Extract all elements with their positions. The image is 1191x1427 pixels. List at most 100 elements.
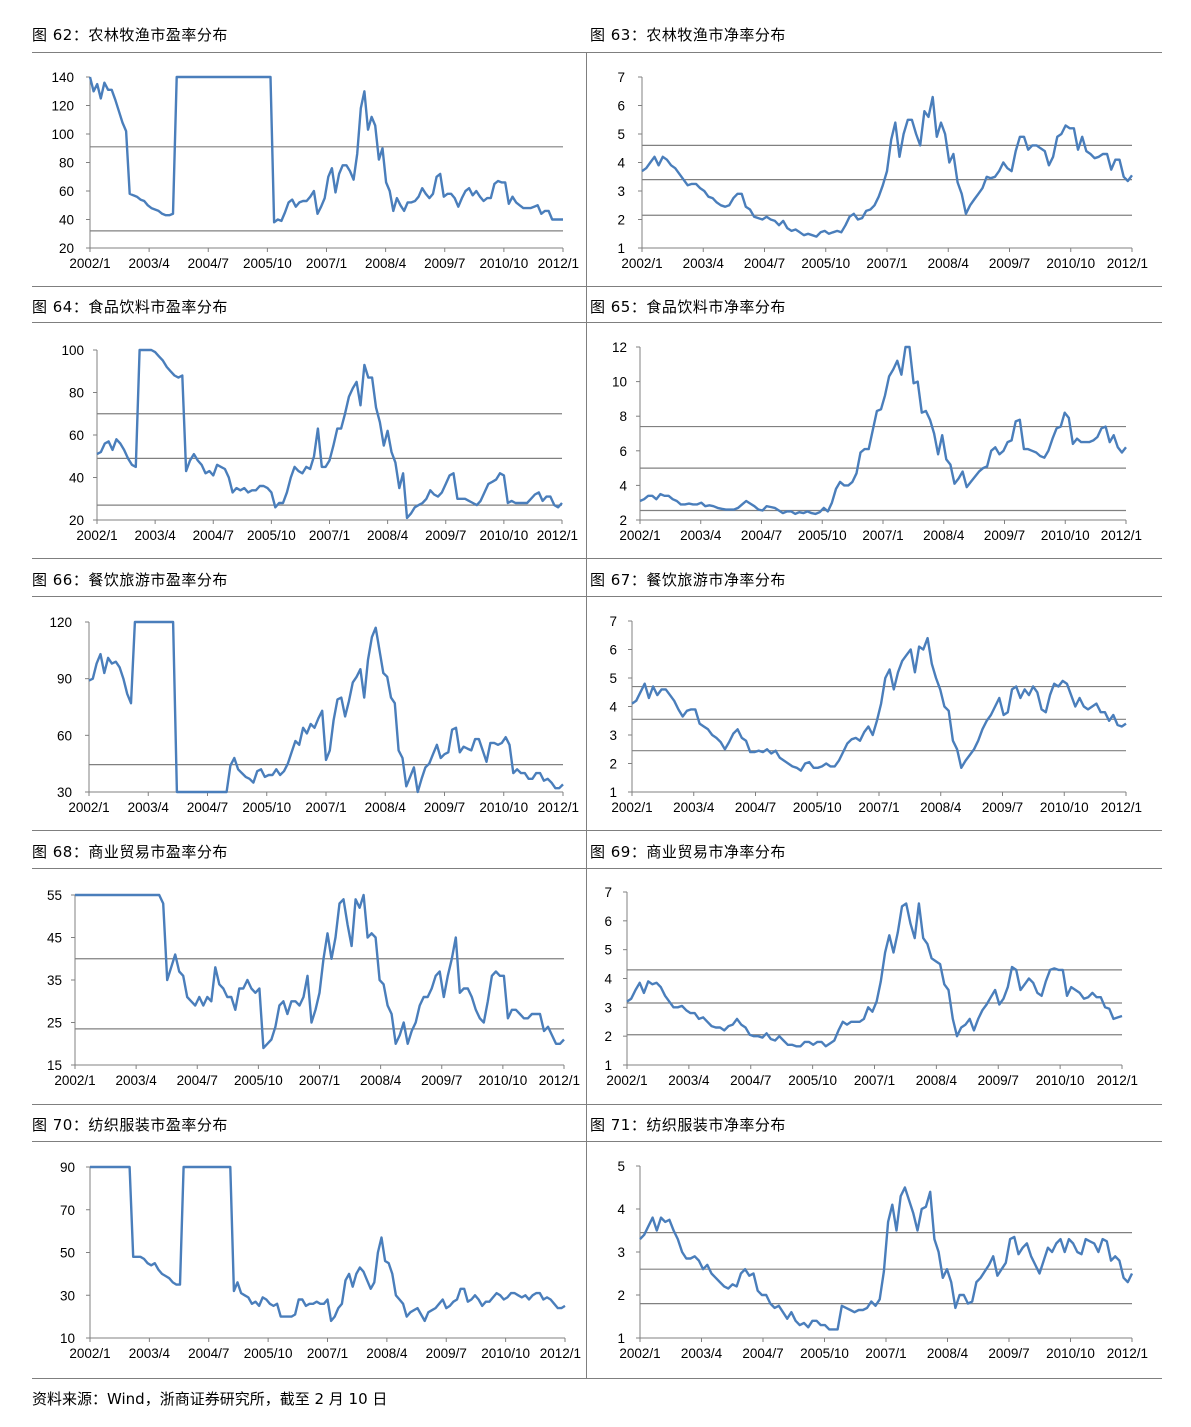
x-tick-label: 2002/1 xyxy=(54,1073,95,1088)
x-tick-label: 2010/10 xyxy=(1041,528,1090,543)
x-tick-label: 2004/7 xyxy=(744,256,785,271)
y-tick-label: 80 xyxy=(59,156,74,171)
x-tick-label: 2003/4 xyxy=(128,256,170,271)
y-tick-label: 3 xyxy=(617,184,625,199)
row-rule xyxy=(32,830,1162,831)
y-tick-label: 35 xyxy=(47,973,62,988)
x-tick-label: 2007/1 xyxy=(865,1346,906,1361)
chart-title: 图 68：商业贸易市盈率分布 xyxy=(32,843,228,861)
x-tick-label: 2007/1 xyxy=(854,1073,895,1088)
x-tick-label: 2009/7 xyxy=(421,1073,462,1088)
x-tick-label: 2008/4 xyxy=(367,528,409,543)
y-tick-label: 100 xyxy=(61,343,84,358)
x-tick-label: 2005/10 xyxy=(243,256,292,271)
x-tick-label: 2003/4 xyxy=(115,1073,157,1088)
y-tick-label: 5 xyxy=(604,943,612,958)
y-tick-label: 4 xyxy=(609,700,617,715)
x-tick-label: 2012/1 xyxy=(1107,1346,1148,1361)
y-tick-label: 90 xyxy=(60,1160,75,1175)
x-tick-label: 2007/1 xyxy=(858,800,899,815)
series-line xyxy=(90,1165,566,1323)
x-tick-label: 2004/7 xyxy=(188,1346,229,1361)
y-tick-label: 3 xyxy=(609,728,617,743)
y-tick-label: 25 xyxy=(47,1016,62,1031)
x-tick-label: 2012/1 xyxy=(539,1073,580,1088)
series-line xyxy=(641,95,1133,238)
y-tick-label: 8 xyxy=(619,409,627,424)
y-tick-label: 1 xyxy=(617,241,625,256)
x-tick-label: 2008/4 xyxy=(365,256,407,271)
x-tick-label: 2008/4 xyxy=(916,1073,958,1088)
y-tick-label: 7 xyxy=(617,70,625,85)
x-tick-label: 2003/4 xyxy=(134,528,176,543)
row-rule xyxy=(32,868,1162,869)
x-tick-label: 2005/10 xyxy=(788,1073,837,1088)
y-tick-label: 6 xyxy=(619,444,627,459)
title-rule xyxy=(32,52,1162,53)
y-tick-label: 30 xyxy=(60,1288,75,1303)
y-tick-label: 60 xyxy=(69,428,84,443)
x-tick-label: 2004/7 xyxy=(188,256,229,271)
chart-title: 图 63：农林牧渔市净率分布 xyxy=(590,26,786,44)
x-tick-label: 2009/7 xyxy=(984,528,1025,543)
x-tick-label: 2012/1 xyxy=(538,800,579,815)
x-tick-label: 2002/1 xyxy=(611,800,652,815)
series-line xyxy=(96,348,563,520)
y-tick-label: 10 xyxy=(612,375,627,390)
y-tick-label: 4 xyxy=(617,1202,625,1217)
y-tick-label: 40 xyxy=(59,213,74,228)
x-tick-label: 2004/7 xyxy=(187,800,228,815)
x-tick-label: 2003/4 xyxy=(683,256,725,271)
x-tick-label: 2009/7 xyxy=(978,1073,1019,1088)
y-tick-label: 50 xyxy=(60,1246,75,1261)
y-tick-label: 7 xyxy=(604,885,612,900)
row-rule xyxy=(32,1141,1162,1142)
y-tick-label: 140 xyxy=(51,70,74,85)
y-tick-label: 6 xyxy=(604,914,612,929)
y-tick-label: 6 xyxy=(617,99,625,114)
x-tick-label: 2010/10 xyxy=(479,800,528,815)
x-tick-label: 2008/4 xyxy=(923,528,965,543)
x-tick-label: 2009/7 xyxy=(424,256,465,271)
x-tick-label: 2009/7 xyxy=(988,1346,1029,1361)
x-tick-label: 2010/10 xyxy=(1046,1346,1095,1361)
row-rule xyxy=(32,322,1162,323)
x-tick-label: 2007/1 xyxy=(862,528,903,543)
source-note: 资料来源：Wind，浙商证券研究所，截至 2 月 10 日 xyxy=(32,1390,388,1408)
x-tick-label: 2008/4 xyxy=(366,1346,408,1361)
y-tick-label: 7 xyxy=(609,614,617,629)
x-tick-label: 2010/10 xyxy=(481,1346,530,1361)
y-tick-label: 4 xyxy=(617,156,625,171)
x-tick-label: 2005/10 xyxy=(798,528,847,543)
x-tick-label: 2010/10 xyxy=(479,256,528,271)
x-tick-label: 2005/10 xyxy=(234,1073,283,1088)
chart-title: 图 67：餐饮旅游市净率分布 xyxy=(590,571,786,589)
y-tick-label: 1 xyxy=(609,785,617,800)
x-tick-label: 2007/1 xyxy=(299,1073,340,1088)
x-tick-label: 2010/10 xyxy=(479,528,528,543)
chart-title: 图 65：食品饮料市净率分布 xyxy=(590,298,786,316)
x-tick-label: 2002/1 xyxy=(619,528,660,543)
x-tick-label: 2008/4 xyxy=(920,800,962,815)
y-tick-label: 1 xyxy=(617,1331,625,1346)
x-tick-label: 2010/10 xyxy=(1046,256,1095,271)
y-tick-label: 1 xyxy=(604,1058,612,1073)
y-tick-label: 60 xyxy=(59,184,74,199)
y-tick-label: 120 xyxy=(49,615,72,630)
x-tick-label: 2007/1 xyxy=(866,256,907,271)
row-rule xyxy=(32,1104,1162,1105)
x-tick-label: 2005/10 xyxy=(801,256,850,271)
x-tick-label: 2012/1 xyxy=(1107,256,1148,271)
x-tick-label: 2005/10 xyxy=(244,1346,293,1361)
y-tick-label: 2 xyxy=(609,757,617,772)
x-tick-label: 2007/1 xyxy=(309,528,350,543)
x-tick-label: 2005/10 xyxy=(800,1346,849,1361)
